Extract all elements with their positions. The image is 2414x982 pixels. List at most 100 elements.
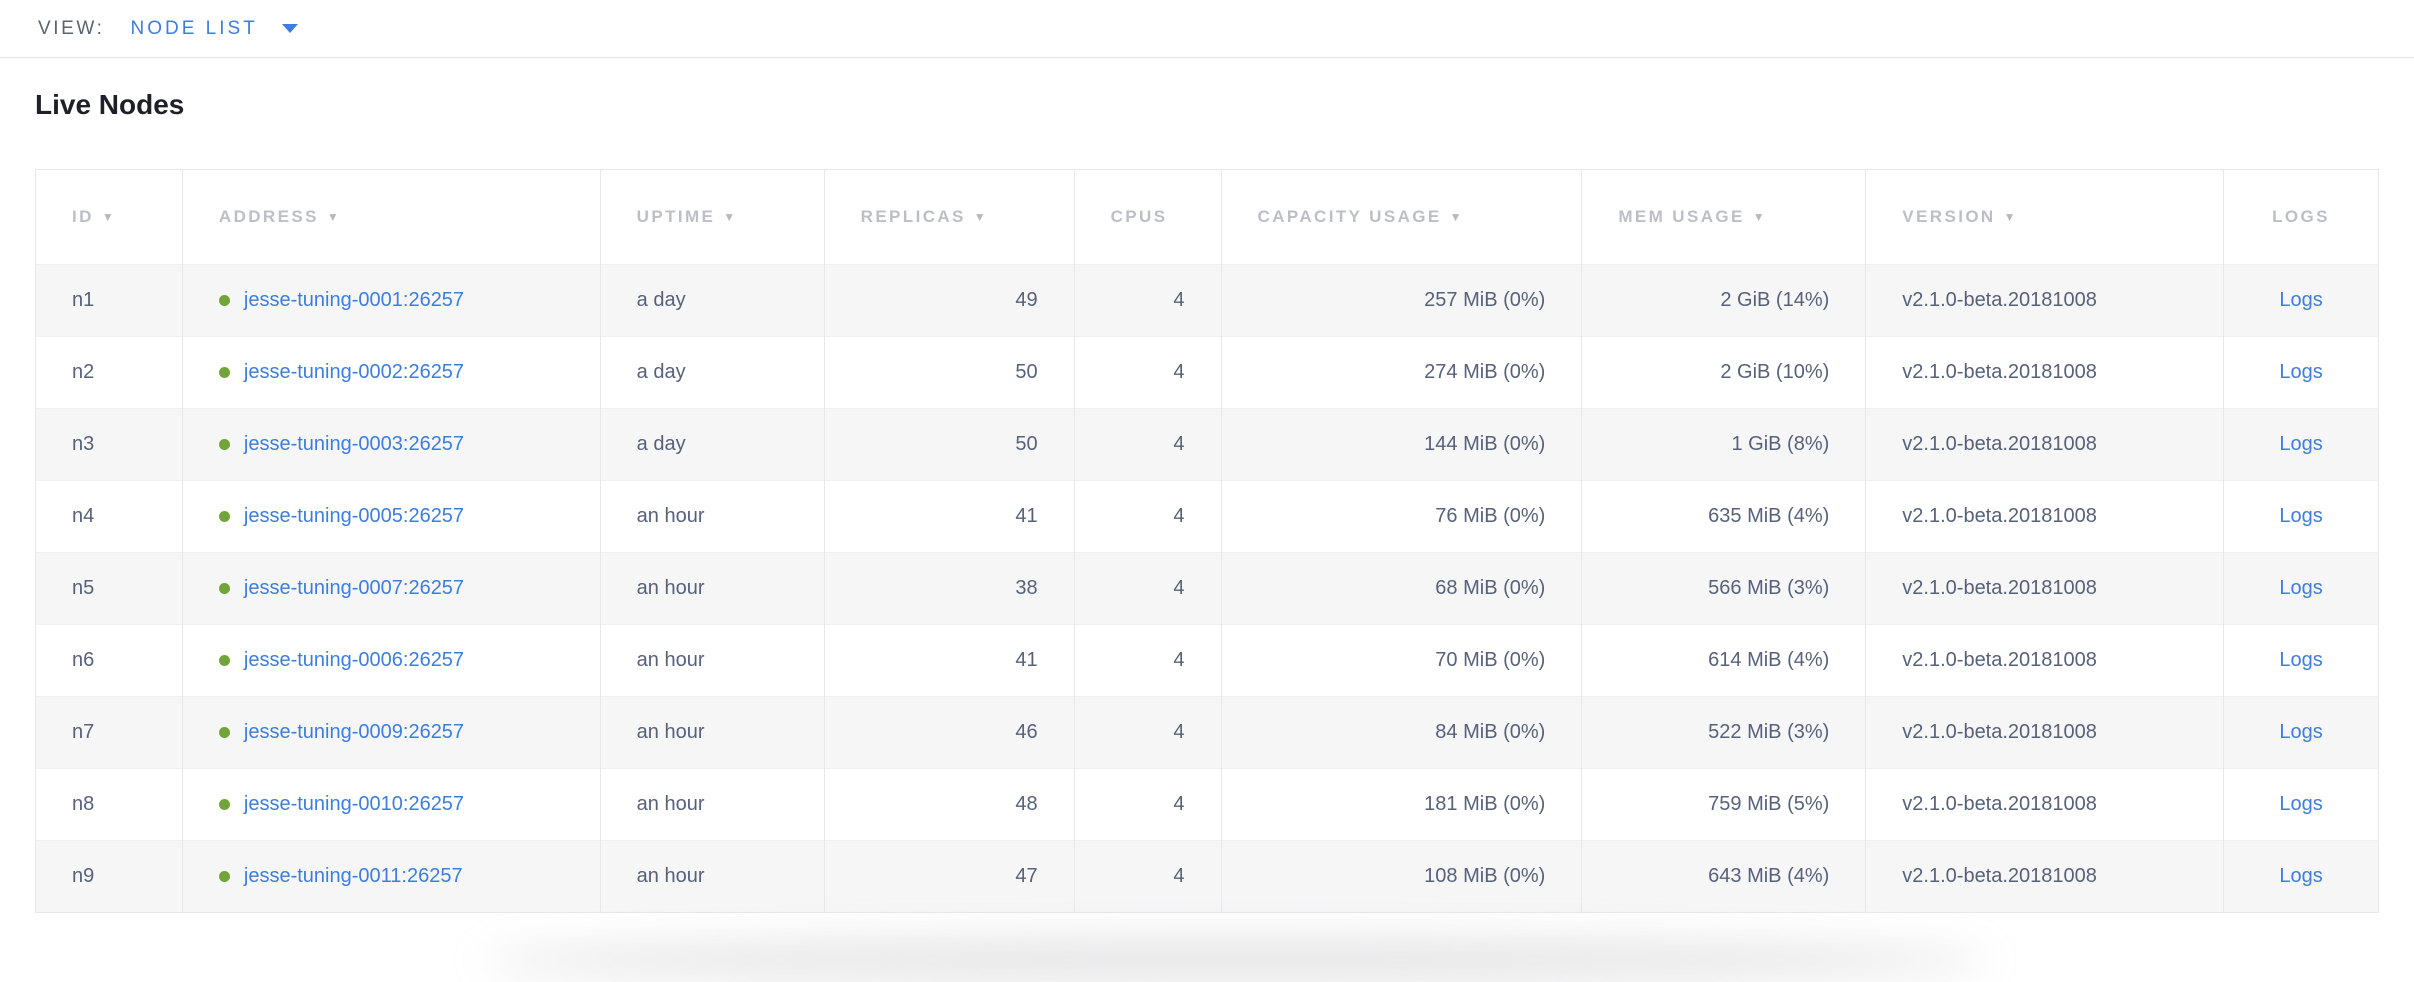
address-cell-content: jesse-tuning-0009:26257 — [218, 721, 465, 744]
address-cell-content: jesse-tuning-0002:26257 — [218, 361, 465, 384]
sort-desc-icon: ▼ — [2003, 210, 2018, 224]
column-header-label: ID — [72, 207, 94, 226]
address-cell-content: jesse-tuning-0010:26257 — [218, 793, 465, 816]
address-cell-content: jesse-tuning-0007:26257 — [218, 577, 465, 600]
node-healthy-status-icon — [218, 439, 230, 450]
node-address-link[interactable]: jesse-tuning-0003:26257 — [243, 433, 465, 455]
address-cell-content: jesse-tuning-0003:26257 — [218, 433, 465, 456]
cell-id: n7 — [35, 696, 183, 769]
column-header-logs: LOGS — [2223, 169, 2379, 265]
node-address-link[interactable]: jesse-tuning-0005:26257 — [243, 505, 465, 527]
cell-uptime: an hour — [600, 552, 825, 625]
live-nodes-table-container: ID ▼ ADDRESS ▼ UPTIME ▼ REPLICAS ▼ CPUS CAPACITY … — [35, 169, 2379, 913]
cell-capacity: 68 MiB (0%) — [1221, 552, 1583, 625]
cell-address: jesse-tuning-0010:26257 — [182, 768, 601, 841]
cell-address: jesse-tuning-0009:26257 — [182, 696, 601, 769]
cell-cpus: 4 — [1074, 768, 1222, 841]
cell-replicas: 41 — [824, 624, 1075, 697]
cell-id: n5 — [35, 552, 183, 625]
logs-link[interactable]: Logs — [2279, 865, 2323, 887]
cell-id: n3 — [35, 408, 183, 481]
table-row: n4 jesse-tuning-0005:26257 an hour 41 4 76 Mi… — [35, 480, 2379, 553]
logs-link[interactable]: Logs — [2279, 793, 2323, 815]
sort-desc-icon: ▼ — [1752, 210, 1768, 224]
cell-mem: 643 MiB (4%) — [1581, 840, 1867, 913]
node-healthy-status-icon — [218, 727, 230, 738]
sort-desc-icon: ▼ — [326, 210, 342, 224]
cell-address: jesse-tuning-0001:26257 — [182, 264, 601, 337]
node-address-link[interactable]: jesse-tuning-0006:26257 — [243, 649, 465, 671]
cell-mem: 1 GiB (8%) — [1581, 408, 1867, 481]
cell-cpus: 4 — [1074, 480, 1222, 553]
column-header-version[interactable]: VERSION ▼ — [1865, 169, 2225, 265]
column-header-capacity[interactable]: CAPACITY USAGE ▼ — [1221, 169, 1583, 265]
node-healthy-status-icon — [218, 511, 230, 522]
address-cell-content: jesse-tuning-0011:26257 — [218, 865, 463, 888]
table-row: n3 jesse-tuning-0003:26257 a day 50 4 144 MiB… — [35, 408, 2379, 481]
cell-mem: 522 MiB (3%) — [1581, 696, 1867, 769]
cell-cpus: 4 — [1074, 624, 1222, 697]
cell-mem: 2 GiB (14%) — [1581, 264, 1867, 337]
cell-replicas: 49 — [824, 264, 1075, 337]
cell-logs: Logs — [2223, 624, 2379, 697]
cell-version: v2.1.0-beta.20181008 — [1865, 840, 2225, 913]
page-title: Live Nodes — [35, 89, 185, 120]
cell-cpus: 4 — [1074, 552, 1222, 625]
logs-link[interactable]: Logs — [2279, 649, 2323, 671]
column-header-uptime[interactable]: UPTIME ▼ — [600, 169, 825, 265]
cell-address: jesse-tuning-0007:26257 — [182, 552, 601, 625]
table-row: n7 jesse-tuning-0009:26257 an hour 46 4 84 Mi… — [35, 696, 2379, 769]
cell-capacity: 84 MiB (0%) — [1221, 696, 1583, 769]
sort-desc-icon: ▼ — [101, 210, 117, 224]
column-header-label: CPUS — [1110, 207, 1168, 226]
cell-cpus: 4 — [1074, 840, 1222, 913]
cell-version: v2.1.0-beta.20181008 — [1865, 264, 2225, 337]
address-cell-content: jesse-tuning-0001:26257 — [218, 289, 465, 312]
cell-uptime: an hour — [600, 696, 825, 769]
cell-logs: Logs — [2223, 264, 2379, 337]
node-healthy-status-icon — [218, 799, 230, 810]
cell-replicas: 46 — [824, 696, 1075, 769]
cell-logs: Logs — [2223, 840, 2379, 913]
cell-mem: 614 MiB (4%) — [1581, 624, 1867, 697]
cell-address: jesse-tuning-0005:26257 — [182, 480, 601, 553]
column-header-address[interactable]: ADDRESS ▼ — [182, 169, 601, 265]
cell-logs: Logs — [2223, 696, 2379, 769]
column-header-id[interactable]: ID ▼ — [35, 169, 183, 265]
cell-uptime: a day — [600, 264, 825, 337]
logs-link[interactable]: Logs — [2279, 289, 2323, 311]
node-healthy-status-icon — [218, 655, 230, 666]
logs-link[interactable]: Logs — [2279, 505, 2323, 527]
logs-link[interactable]: Logs — [2279, 721, 2323, 743]
view-selector-dropdown[interactable]: NODE LIST — [131, 18, 298, 40]
node-address-link[interactable]: jesse-tuning-0002:26257 — [243, 361, 465, 383]
table-row: n8 jesse-tuning-0010:26257 an hour 48 4 181 M… — [35, 768, 2379, 841]
cell-logs: Logs — [2223, 768, 2379, 841]
cell-id: n6 — [35, 624, 183, 697]
cell-address: jesse-tuning-0002:26257 — [182, 336, 601, 409]
node-address-link[interactable]: jesse-tuning-0001:26257 — [243, 289, 465, 311]
node-address-link[interactable]: jesse-tuning-0010:26257 — [243, 793, 465, 815]
node-address-link[interactable]: jesse-tuning-0011:26257 — [243, 865, 463, 887]
cell-cpus: 4 — [1074, 336, 1222, 409]
node-address-link[interactable]: jesse-tuning-0009:26257 — [243, 721, 465, 743]
logs-link[interactable]: Logs — [2279, 361, 2323, 383]
cell-id: n4 — [35, 480, 183, 553]
cell-uptime: a day — [600, 408, 825, 481]
cell-version: v2.1.0-beta.20181008 — [1865, 336, 2225, 409]
table-row: n1 jesse-tuning-0001:26257 a day 49 4 257 MiB… — [35, 264, 2379, 337]
logs-link[interactable]: Logs — [2279, 433, 2323, 455]
column-header-mem[interactable]: MEM USAGE ▼ — [1581, 169, 1867, 265]
address-cell-content: jesse-tuning-0006:26257 — [218, 649, 465, 672]
column-header-replicas[interactable]: REPLICAS ▼ — [824, 169, 1075, 265]
logs-link[interactable]: Logs — [2279, 577, 2323, 599]
cell-id: n2 — [35, 336, 183, 409]
table-header-row: ID ▼ ADDRESS ▼ UPTIME ▼ REPLICAS ▼ CPUS CAPACITY … — [35, 169, 2379, 265]
cell-id: n8 — [35, 768, 183, 841]
node-address-link[interactable]: jesse-tuning-0007:26257 — [243, 577, 465, 599]
cell-address: jesse-tuning-0003:26257 — [182, 408, 601, 481]
column-header-label: UPTIME — [636, 207, 716, 226]
cell-uptime: an hour — [600, 624, 825, 697]
column-header-label: VERSION — [1902, 207, 1996, 226]
sort-desc-icon: ▼ — [1449, 210, 1464, 224]
